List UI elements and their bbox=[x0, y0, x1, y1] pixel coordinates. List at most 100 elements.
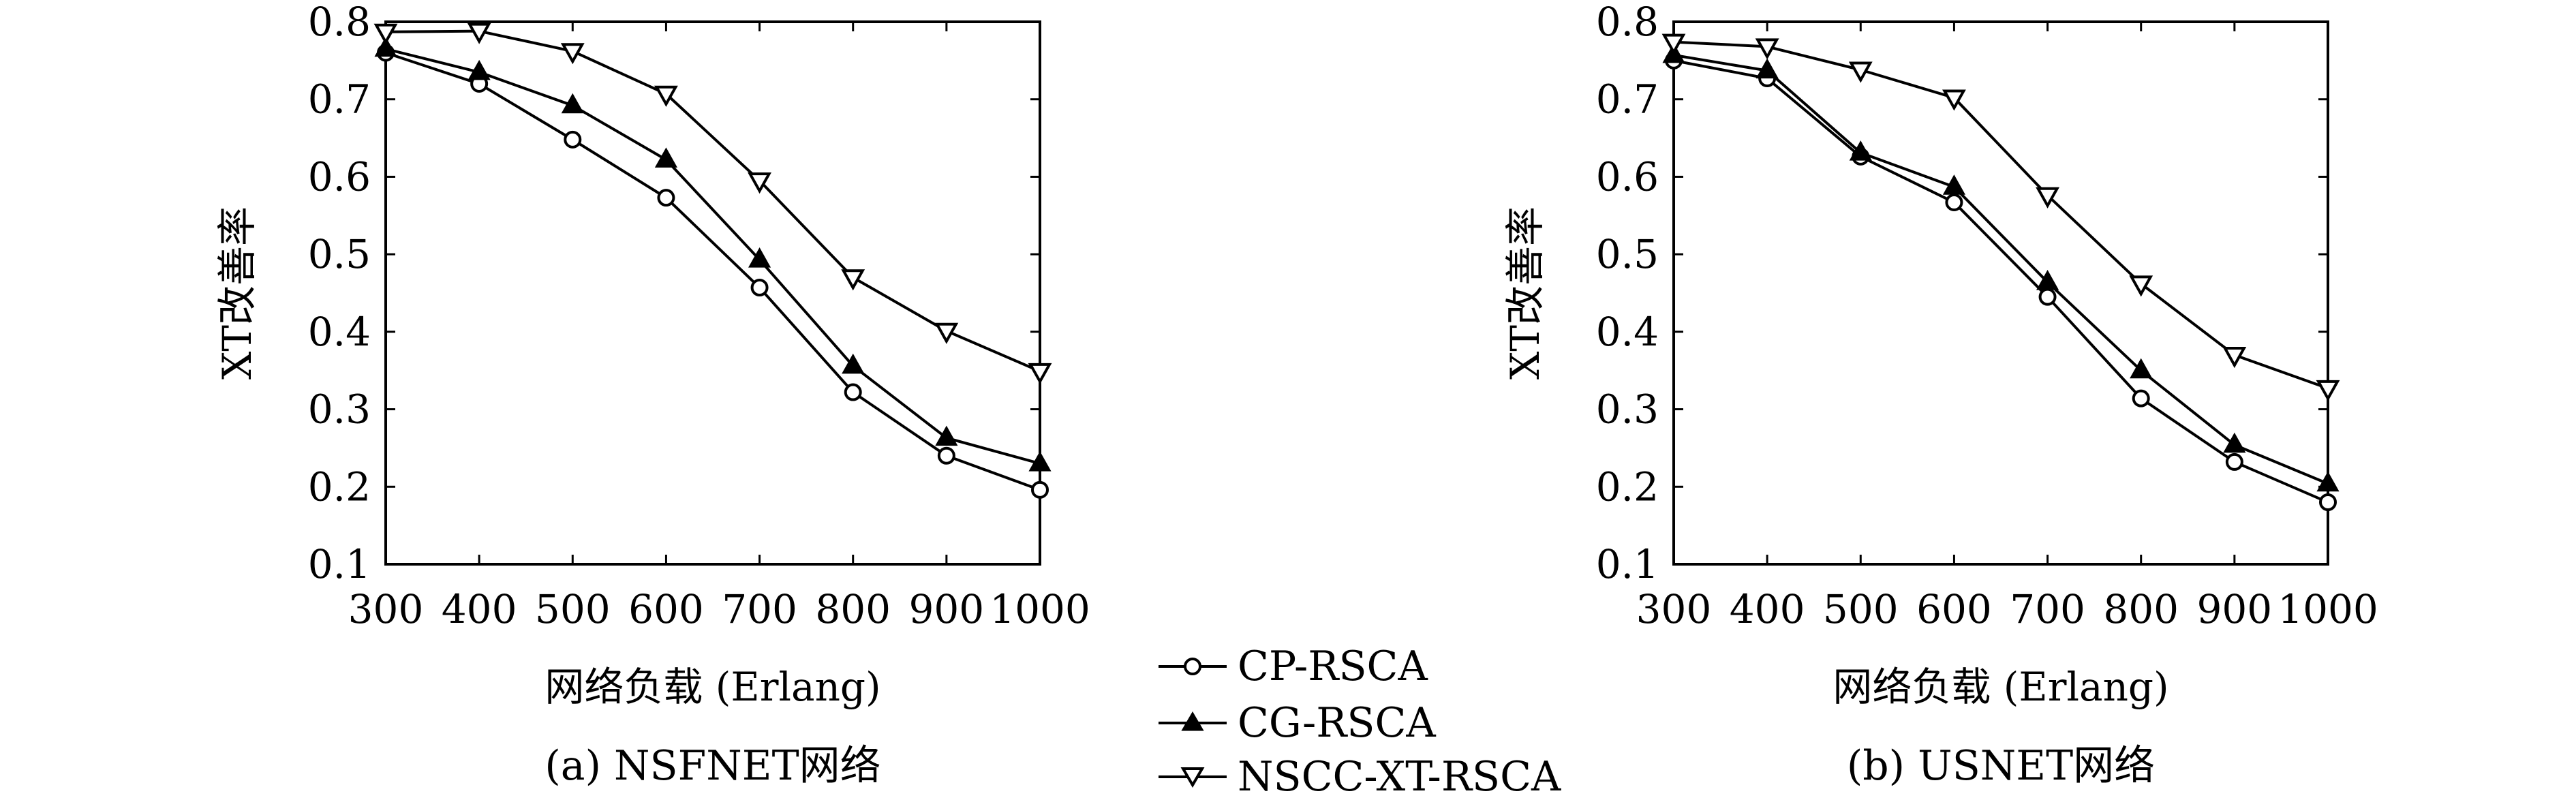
data-point bbox=[2319, 493, 2337, 512]
data-point bbox=[373, 23, 398, 45]
x-tick-label: 600 bbox=[1916, 586, 1992, 632]
series-cp-rsca bbox=[377, 44, 1049, 499]
data-point bbox=[2132, 389, 2150, 407]
legend-triangle-down-marker bbox=[1180, 767, 1205, 788]
data-point bbox=[1945, 193, 1963, 211]
panel-nsfnet: 0.1 0.2 0.3 0.4 0.5 0.6 0.7 0.8 300 400 500 600 700… bbox=[214, 0, 1090, 790]
data-point bbox=[1028, 363, 1052, 384]
y-tick-label: 0.3 bbox=[308, 386, 371, 433]
legend-item-nscc-xt-rsca: NSCC-XT-RSCA bbox=[1159, 753, 1561, 800]
data-point bbox=[2222, 346, 2247, 369]
legend: CP-RSCA CG-RSCA NSCC-XT-RSCA bbox=[1159, 643, 1561, 800]
data-point bbox=[937, 446, 955, 465]
x-tick-label: 600 bbox=[628, 586, 704, 632]
series-line bbox=[385, 47, 1041, 465]
data-point bbox=[1848, 61, 1873, 83]
x-tick-label: 300 bbox=[348, 586, 424, 632]
legend-circle-marker bbox=[1184, 658, 1201, 675]
y-ticks: 0.1 0.2 0.3 0.4 0.5 0.6 0.7 0.8 bbox=[308, 0, 1040, 587]
data-point bbox=[841, 269, 865, 291]
x-tick-label: 500 bbox=[535, 586, 611, 632]
x-tick-label: 900 bbox=[908, 586, 984, 632]
data-point bbox=[2225, 452, 2243, 471]
data-point bbox=[1755, 58, 1779, 79]
y-tick-label: 0.8 bbox=[308, 0, 371, 45]
legend-label: NSCC-XT-RSCA bbox=[1238, 753, 1561, 800]
data-point bbox=[748, 247, 771, 268]
panel-usnet: 0.1 0.2 0.3 0.4 0.5 0.6 0.7 0.8 300 400 500 600 700… bbox=[1502, 0, 2378, 790]
data-point bbox=[935, 425, 958, 446]
legend-label: CP-RSCA bbox=[1238, 643, 1428, 690]
data-point bbox=[564, 130, 582, 149]
series-nscc-xt-rsca bbox=[1661, 33, 2340, 401]
y-tick-label: 0.7 bbox=[308, 76, 371, 123]
x-ticks: 300 400 500 600 700 800 900 1000 bbox=[1636, 22, 2378, 632]
y-tick-label: 0.4 bbox=[308, 309, 371, 355]
x-tick-label: 500 bbox=[1823, 586, 1899, 632]
data-point bbox=[2038, 288, 2057, 306]
data-point bbox=[2036, 270, 2059, 290]
data-point bbox=[1755, 38, 1779, 60]
data-point bbox=[2036, 187, 2059, 209]
x-tick-label: 700 bbox=[2010, 586, 2085, 632]
data-point bbox=[654, 85, 678, 107]
data-point bbox=[2129, 275, 2153, 297]
y-tick-label: 0.1 bbox=[1596, 541, 1659, 587]
series-nscc-xt-rsca bbox=[373, 22, 1052, 384]
data-point bbox=[1031, 480, 1049, 499]
legend-item-cp-rsca: CP-RSCA bbox=[1159, 643, 1428, 690]
y-tick-label: 0.5 bbox=[308, 231, 371, 277]
data-point bbox=[1661, 33, 1686, 55]
y-tick-label: 0.8 bbox=[1596, 0, 1659, 45]
series-line bbox=[1673, 53, 2329, 485]
x-tick-label: 900 bbox=[2196, 586, 2272, 632]
data-point bbox=[750, 279, 769, 297]
data-point bbox=[1028, 451, 1052, 472]
legend-triangle-up-marker bbox=[1181, 711, 1204, 731]
y-tick-label: 0.5 bbox=[1596, 231, 1659, 277]
series-layer bbox=[373, 22, 1052, 499]
y-tick-label: 0.7 bbox=[1596, 76, 1659, 123]
series-cg-rsca bbox=[374, 36, 1052, 472]
data-point bbox=[934, 322, 959, 344]
panel-caption: (b) USNET网络 bbox=[1847, 742, 2155, 790]
data-point bbox=[560, 43, 585, 65]
data-point bbox=[374, 36, 397, 57]
data-point bbox=[657, 189, 675, 207]
y-tick-label: 0.6 bbox=[308, 153, 371, 200]
plot-frame bbox=[1672, 20, 2329, 566]
x-tick-label: 1000 bbox=[990, 586, 1090, 632]
x-tick-label: 1000 bbox=[2278, 586, 2378, 632]
x-tick-label: 400 bbox=[1730, 586, 1805, 632]
y-ticks: 0.1 0.2 0.3 0.4 0.5 0.6 0.7 0.8 bbox=[1596, 0, 2328, 587]
x-tick-label: 800 bbox=[2103, 586, 2179, 632]
data-point bbox=[2316, 380, 2340, 401]
x-tick-label: 300 bbox=[1636, 586, 1712, 632]
series-line bbox=[385, 51, 1041, 491]
y-tick-label: 0.1 bbox=[308, 541, 371, 587]
series-line bbox=[1673, 40, 2329, 390]
series-line bbox=[1673, 59, 2329, 504]
data-point bbox=[1942, 89, 1966, 111]
data-point bbox=[561, 93, 584, 114]
data-point bbox=[1942, 174, 1965, 195]
data-point bbox=[467, 59, 491, 80]
data-point bbox=[2223, 432, 2246, 453]
legend-item-cg-rsca: CG-RSCA bbox=[1159, 699, 1436, 747]
series-layer bbox=[1661, 33, 2340, 512]
data-point bbox=[2316, 471, 2340, 492]
y-tick-label: 0.6 bbox=[1596, 153, 1659, 200]
y-tick-label: 0.2 bbox=[1596, 463, 1659, 510]
panel-caption: (a) NSFNET网络 bbox=[545, 742, 880, 790]
data-point bbox=[1849, 140, 1872, 161]
y-tick-label: 0.3 bbox=[1596, 386, 1659, 433]
y-axis-label: XT改善率 bbox=[214, 206, 260, 380]
x-ticks: 300 400 500 600 700 800 900 1000 bbox=[348, 22, 1090, 632]
data-point bbox=[748, 172, 771, 194]
x-tick-label: 800 bbox=[815, 586, 891, 632]
series-cg-rsca bbox=[1662, 42, 2340, 492]
series-line bbox=[385, 29, 1041, 373]
data-point bbox=[654, 147, 677, 168]
x-tick-label: 700 bbox=[722, 586, 797, 632]
